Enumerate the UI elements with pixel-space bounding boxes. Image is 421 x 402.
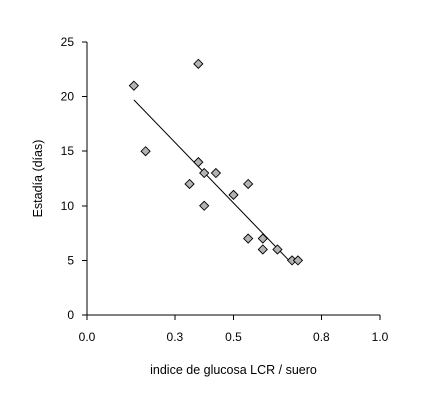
data-point xyxy=(140,146,151,157)
data-point xyxy=(184,178,195,190)
data-point xyxy=(257,244,268,255)
y-tick-label: 0 xyxy=(67,308,74,322)
data-point xyxy=(210,167,222,179)
x-tick-label: 0.0 xyxy=(79,330,96,344)
data-point xyxy=(243,233,254,244)
y-tick-label: 20 xyxy=(61,90,75,104)
data-point xyxy=(272,244,283,255)
tick-marks xyxy=(82,41,381,320)
trendline xyxy=(133,99,293,265)
y-tick-label: 25 xyxy=(61,35,75,49)
x-tick-label: 1.0 xyxy=(372,330,389,344)
data-point xyxy=(257,233,268,244)
y-tick-label: 15 xyxy=(61,144,75,158)
axes xyxy=(86,42,380,316)
y-tick-label: 10 xyxy=(61,199,75,213)
data-point xyxy=(199,167,210,179)
x-tick-label: 0.8 xyxy=(313,330,330,344)
data-point xyxy=(243,178,254,190)
x-axis-title: indice de glucosa LCR / suero xyxy=(150,363,317,377)
x-tick-label: 0.3 xyxy=(167,330,184,344)
trendline-layer xyxy=(133,99,293,265)
y-axis-title: Estadía (días) xyxy=(31,140,45,218)
data-point xyxy=(193,156,204,168)
data-point xyxy=(199,200,210,211)
x-tick-label: 0.5 xyxy=(225,330,242,344)
data-point xyxy=(228,189,239,201)
data-point xyxy=(128,80,140,91)
data-point xyxy=(193,58,204,69)
data-points xyxy=(128,58,304,266)
tick-labels: 0 5 10 15 20 25 0.0 0.3 0.5 0.8 1.0 xyxy=(61,35,389,344)
data-point xyxy=(292,255,304,266)
y-tick-label: 5 xyxy=(67,253,74,267)
